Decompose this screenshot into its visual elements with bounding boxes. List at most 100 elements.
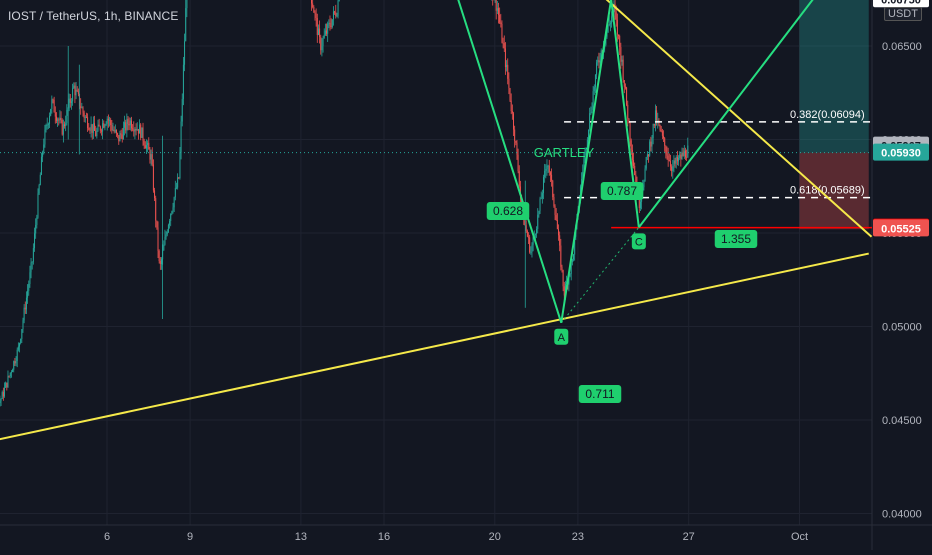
- candle-body: [84, 113, 85, 118]
- candle-body: [564, 286, 565, 295]
- candle-body: [39, 185, 40, 193]
- candle-body: [618, 35, 619, 36]
- candle-body: [77, 90, 78, 92]
- candle-body: [632, 150, 633, 160]
- candle-body: [121, 133, 122, 134]
- candle-body: [186, 0, 187, 8]
- candle-body: [21, 329, 22, 339]
- candle-body: [679, 155, 680, 158]
- candle-body: [685, 151, 686, 158]
- candle-body: [12, 370, 13, 372]
- candle-body: [26, 298, 27, 310]
- ratio-label: 0.711: [585, 387, 614, 401]
- candle-body: [665, 146, 666, 154]
- candle-body: [138, 129, 139, 134]
- candle-body: [159, 251, 160, 261]
- candle-body: [44, 130, 45, 145]
- candle-body: [503, 43, 504, 44]
- candle-body: [81, 107, 82, 108]
- candle-body: [540, 198, 541, 210]
- candle-body: [311, 0, 312, 3]
- candle-body: [672, 166, 673, 171]
- candle-body: [107, 119, 108, 124]
- candle-body: [118, 135, 119, 141]
- candle-body: [71, 101, 72, 103]
- candle-body: [594, 87, 595, 91]
- candle-body: [316, 13, 317, 18]
- candle-body: [17, 350, 18, 361]
- candle-body: [557, 220, 558, 229]
- candle-body: [609, 24, 610, 25]
- candle-body: [27, 291, 28, 298]
- candle-body: [662, 131, 663, 136]
- candle-body: [51, 99, 52, 109]
- candle-body: [104, 125, 105, 127]
- candle-body: [102, 123, 103, 131]
- candle-body: [313, 7, 314, 13]
- candle-body: [88, 128, 89, 130]
- candle-body: [333, 11, 334, 19]
- candle-body: [151, 154, 152, 159]
- candle-body: [552, 181, 553, 198]
- candle-body: [497, 8, 498, 11]
- candle-body: [170, 214, 171, 221]
- candle-body: [616, 12, 617, 19]
- candle-body: [590, 112, 591, 113]
- candle-body: [56, 117, 57, 121]
- candle-body: [498, 8, 499, 15]
- currency-button[interactable]: USDT: [884, 7, 922, 21]
- candle-body: [553, 197, 554, 206]
- candle-body: [143, 127, 144, 140]
- position-profit-zone[interactable]: [800, 0, 869, 153]
- candle-body: [526, 225, 527, 231]
- ratio-label: 1.355: [721, 232, 751, 246]
- candle-body: [670, 161, 671, 167]
- candle-body: [331, 26, 332, 27]
- candle-body: [597, 60, 598, 62]
- candle-body: [164, 237, 165, 245]
- candle-body: [154, 190, 155, 198]
- candle-body: [74, 86, 75, 96]
- candle-body: [145, 145, 146, 148]
- candle-body: [124, 122, 125, 128]
- candle-body: [543, 177, 544, 193]
- candle-body: [549, 166, 550, 173]
- candle-body: [589, 113, 590, 129]
- candle-body: [550, 172, 551, 174]
- candle-body: [86, 117, 87, 118]
- candle-body: [496, 0, 497, 11]
- candle-body: [527, 231, 528, 237]
- candle-body: [152, 154, 153, 164]
- candle-body: [643, 181, 644, 187]
- x-tick-label: 27: [683, 531, 695, 543]
- candle-body: [122, 134, 123, 139]
- candle-body: [22, 320, 23, 329]
- candle-body: [66, 110, 67, 123]
- candle-body: [166, 234, 167, 237]
- candle-body: [678, 158, 679, 161]
- candle-body: [318, 29, 319, 35]
- candle-body: [92, 124, 93, 133]
- candle-body: [667, 153, 668, 155]
- candle-body: [185, 8, 186, 41]
- candle-body: [320, 37, 321, 50]
- candle-body: [69, 99, 70, 109]
- candle-body: [46, 125, 47, 130]
- candle-body: [319, 29, 320, 37]
- candle-body: [155, 198, 156, 220]
- candle-body: [530, 252, 531, 253]
- candle-body: [95, 131, 96, 136]
- candle-body: [153, 165, 154, 191]
- candle-body: [184, 41, 185, 64]
- y-tick-label: 0.04000: [882, 509, 922, 521]
- candle-body: [531, 245, 532, 252]
- ratio-label: 0.628: [493, 204, 523, 218]
- price-axis-badge-text: 0.06750: [881, 0, 921, 6]
- candle-body: [649, 142, 650, 156]
- candle-body: [62, 120, 63, 135]
- candle-body: [148, 143, 149, 150]
- candle-body: [47, 125, 48, 126]
- candle-body: [664, 138, 665, 146]
- candle-body: [593, 91, 594, 107]
